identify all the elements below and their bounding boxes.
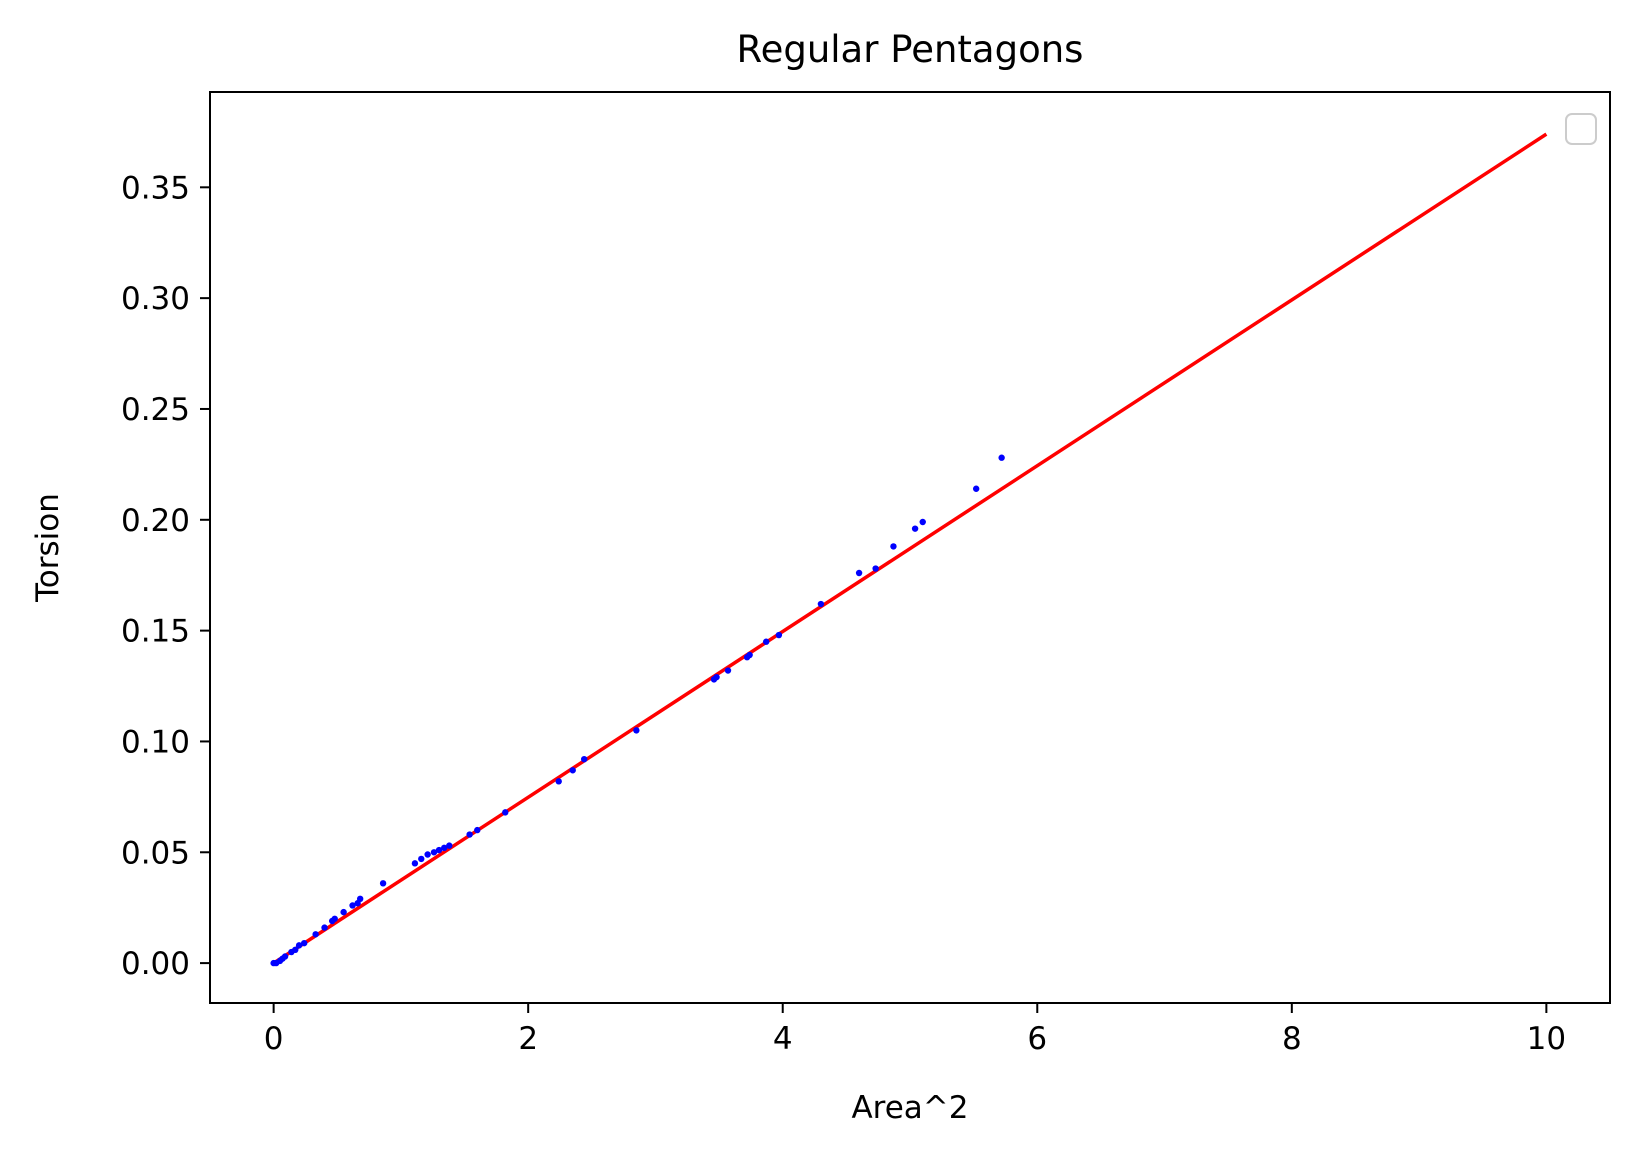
scatter-point [724, 667, 732, 674]
scatter-point [430, 849, 438, 856]
scatter-point [890, 543, 897, 550]
scatter-point [580, 755, 588, 763]
scatter-point [418, 855, 425, 863]
scatter-point [872, 565, 879, 572]
scatter-point [446, 842, 453, 849]
y-tick-label: 0.05 [121, 835, 190, 871]
x-tick-label: 4 [773, 1021, 793, 1057]
plot-area [209, 91, 1611, 1004]
scatter-point [466, 831, 473, 838]
scatter-point [300, 939, 308, 947]
scatter-point [340, 908, 347, 916]
scatter-point [633, 727, 640, 734]
scatter-point [762, 638, 770, 645]
scatter-point [349, 902, 356, 909]
scatter-point [379, 880, 387, 887]
x-tick-label: 6 [1027, 1021, 1047, 1057]
scatter-point [919, 518, 926, 526]
axes-frame [209, 91, 1611, 1004]
scatter-point [855, 569, 863, 577]
legend [1565, 113, 1597, 145]
scatter-point [502, 809, 509, 816]
scatter-point [775, 631, 783, 639]
x-tick-label: 2 [518, 1021, 538, 1057]
y-tick-label: 0.35 [121, 170, 190, 206]
scatter-point [292, 946, 299, 954]
scatter-point [555, 778, 562, 785]
y-tick-label: 0.15 [121, 614, 190, 650]
y-tick-label: 0.25 [121, 392, 190, 428]
scatter-point [281, 953, 289, 960]
x-axis: 0 2 4 6 8 10 [264, 1003, 1566, 1057]
scatter-point [972, 485, 980, 492]
scatter-point [321, 924, 328, 931]
x-tick-label: 10 [1527, 1021, 1566, 1057]
scatter-point [411, 860, 419, 867]
y-tick-label: 0.30 [121, 281, 190, 317]
scatter-point [435, 846, 443, 854]
scatter-point [312, 931, 319, 938]
scatter-point [746, 651, 753, 659]
y-tick-label: 0.20 [121, 503, 190, 539]
scatter-point [356, 895, 364, 903]
y-axis-label: Torsion [30, 493, 66, 603]
chart-title: Regular Pentagons [737, 28, 1084, 71]
x-tick-label: 8 [1282, 1021, 1302, 1057]
fit-line [272, 132, 1548, 965]
scatter-point [569, 767, 576, 774]
x-tick-label: 0 [264, 1021, 284, 1057]
y-tick-label: 0.00 [121, 946, 190, 982]
series-layer [270, 132, 1548, 967]
scatter-point [911, 525, 919, 532]
x-axis-label: Area^2 [851, 1090, 968, 1126]
scatter-point [424, 851, 431, 858]
scatter-point [440, 844, 448, 852]
scatter-point [295, 942, 303, 949]
scatter-point [713, 673, 720, 681]
scatter-point [331, 915, 338, 922]
y-tick-label: 0.10 [121, 724, 190, 760]
scatter-point [817, 600, 825, 608]
scatter-point [474, 826, 481, 834]
y-axis: 0.00 0.05 0.10 0.15 0.20 0.25 0.30 0.35 [121, 170, 210, 982]
scatter-point [998, 454, 1005, 461]
